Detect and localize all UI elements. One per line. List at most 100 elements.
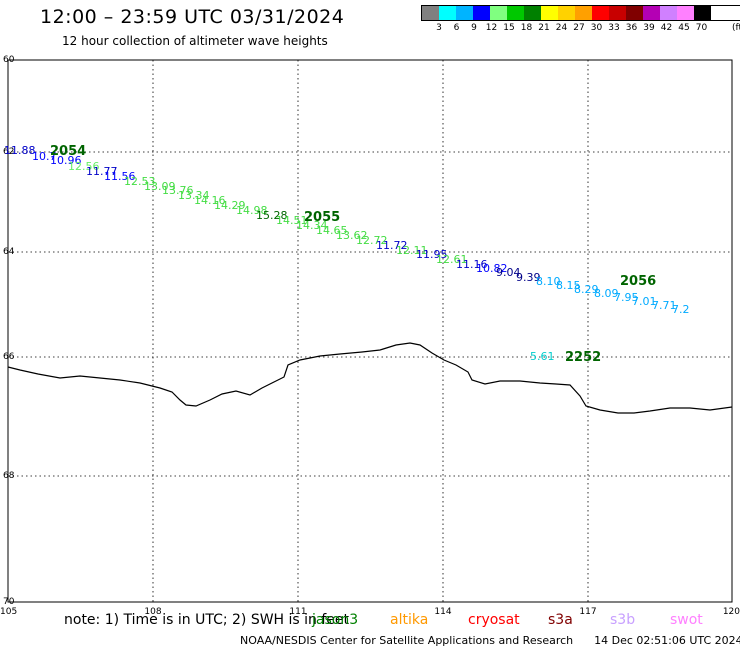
wave-height-label: 8.10 [536, 275, 561, 288]
legend-label: 3 [436, 23, 442, 33]
satellite-legend-swot: swot [670, 612, 703, 628]
legend-label: 39 [643, 23, 655, 33]
legend-swatch [473, 6, 490, 20]
legend-unit: (ft) [732, 23, 740, 33]
lon-tick-label: 111 [289, 607, 306, 617]
legend-swatches [421, 5, 740, 21]
lat-tick-label: 64 [3, 247, 15, 257]
wave-height-label: 9.39 [516, 271, 541, 284]
wave-height-label: 11.88 [4, 144, 36, 157]
wave-height-label: 8.15 [556, 279, 581, 292]
wave-height-track-a: 11.8810.710.9612.5611.7711.5612.5313.091… [4, 144, 690, 316]
legend-label: 12 [485, 23, 498, 33]
lat-tick-label: 68 [3, 471, 15, 481]
legend-swatch [643, 6, 660, 20]
wave-height-label: 12.72 [356, 234, 388, 247]
wave-height-label: 11.16 [456, 258, 488, 271]
lon-tick-label: 120 [723, 607, 740, 617]
wave-height-label: 10.82 [476, 262, 508, 275]
wave-height-label: 13.09 [144, 180, 176, 193]
wave-height-label: 5.61 [530, 350, 555, 363]
wave-height-label: 12.61 [436, 253, 468, 266]
legend-swatch [558, 6, 575, 20]
legend-label: 24 [555, 23, 568, 33]
legend-label: 6 [453, 23, 460, 33]
wave-height-label: 14.16 [194, 194, 226, 207]
legend-swatch [456, 6, 473, 20]
wave-height-label: 8.09 [594, 287, 619, 300]
wave-height-label: 10.96 [50, 154, 82, 167]
legend-label: 9 [471, 23, 477, 33]
legend-label: 36 [625, 23, 638, 33]
satellite-legend-s3b: s3b [610, 612, 636, 628]
wave-height-label: 14.98 [236, 204, 268, 217]
wave-height-label: 7.95 [614, 291, 639, 304]
legend-swatch [490, 6, 507, 20]
pass-time-labels: 2054 2055 2056 2252 [50, 144, 656, 365]
lon-tick-label: 117 [579, 607, 596, 617]
wave-height-label: 11.72 [376, 239, 408, 252]
wave-height-label: 11.95 [416, 248, 448, 261]
lon-tick-label: 114 [434, 607, 451, 617]
legend-swatch [422, 6, 439, 20]
legend-label: 42 [660, 23, 673, 33]
legend-label: 33 [608, 23, 620, 33]
legend-swatch [541, 6, 558, 20]
credit-line: NOAA/NESDIS Center for Satellite Applica… [240, 634, 740, 647]
lon-tick-label: 105 [0, 607, 17, 617]
wave-height-label: 14.34 [296, 219, 328, 232]
wave-height-label: 13.62 [336, 229, 368, 242]
legend-swatch [609, 6, 626, 20]
wave-height-label: 13.34 [178, 189, 210, 202]
legend-swatch [439, 6, 456, 20]
legend-label: 15 [503, 23, 515, 33]
legend-label: 45 [678, 23, 690, 33]
wave-height-label: 7.71 [652, 299, 677, 312]
map-frame [7, 59, 733, 603]
lat-tick-label: 62 [3, 147, 14, 157]
footer-note: note: 1) Time is in UTC; 2) SWH is in fe… [64, 612, 703, 628]
generated-timestamp: 14 Dec 02:51:06 UTC 2024 [594, 634, 740, 647]
wave-height-label: 12.56 [68, 160, 100, 173]
wave-height-label: 8.29 [574, 283, 599, 296]
coastline [7, 342, 733, 414]
legend-label: 21 [538, 23, 550, 33]
wave-height-label: 7.2 [672, 303, 690, 316]
lat-tick-label: 66 [3, 352, 15, 362]
wave-height-track-b: 5.61 [530, 350, 555, 363]
wave-height-label: 14.29 [214, 199, 246, 212]
satellite-legend-s3a: s3a [548, 612, 573, 628]
page-title: 12:00 – 23:59 UTC 03/31/2024 [40, 6, 345, 28]
legend-swatch [592, 6, 609, 20]
legend-label: 18 [520, 23, 533, 33]
legend-swatch [660, 6, 677, 20]
wave-height-label: 12.53 [124, 175, 156, 188]
pass-time-label: 2054 [50, 144, 86, 159]
pass-time-label: 2252 [565, 350, 601, 365]
wave-height-label: 7.01 [632, 295, 657, 308]
legend-label: 70 [695, 23, 708, 33]
pass-time-label: 2056 [620, 274, 656, 289]
credit-text: NOAA/NESDIS Center for Satellite Applica… [240, 634, 574, 647]
legend-swatch [677, 6, 694, 20]
wave-height-label: 11.77 [86, 165, 118, 178]
note-text: note: 1) Time is in UTC; 2) SWH is in fe… [64, 612, 350, 628]
wave-height-label: 11.56 [104, 170, 136, 183]
legend-swatch [626, 6, 643, 20]
legend-swatch [694, 6, 711, 20]
legend-swatch [524, 6, 541, 20]
wave-height-label: 9.04 [496, 266, 521, 279]
lon-tick-label: 108 [144, 607, 161, 617]
wave-height-label: 14.51 [276, 214, 308, 227]
legend-label: 30 [590, 23, 603, 33]
legend-swatch [507, 6, 524, 20]
wave-height-label: 12.11 [396, 244, 428, 257]
satellite-legend-cryosat: cryosat [468, 612, 520, 628]
wave-height-label: 13.76 [162, 184, 194, 197]
wave-height-label: 15.28 [256, 209, 288, 222]
page-subtitle: 12 hour collection of altimeter wave hei… [62, 34, 328, 48]
